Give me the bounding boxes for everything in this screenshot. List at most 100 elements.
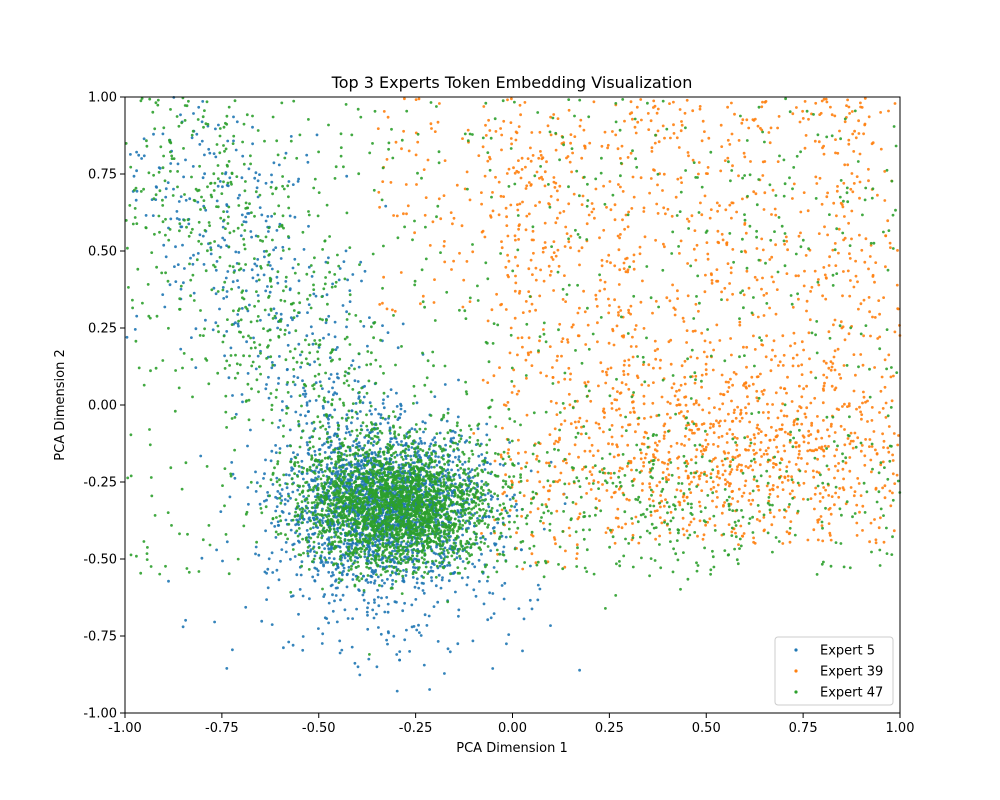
expert-5-point: [372, 572, 375, 575]
expert-5-point: [482, 602, 486, 606]
expert-5-point: [291, 318, 294, 322]
expert-39-point: [772, 462, 775, 465]
expert-39-point: [504, 404, 508, 407]
expert-5-point: [306, 160, 310, 164]
expert-39-point: [529, 258, 533, 262]
expert-5-point: [255, 186, 259, 190]
expert-5-point: [199, 454, 203, 458]
expert-39-point: [805, 406, 809, 410]
expert-39-point: [664, 498, 667, 501]
expert-39-point: [576, 399, 579, 403]
expert-5-point: [374, 544, 377, 547]
expert-5-point: [303, 395, 307, 398]
expert-39-point: [810, 285, 814, 289]
expert-5-point: [299, 413, 302, 417]
expert-5-point: [266, 215, 270, 218]
expert-39-point: [586, 323, 590, 327]
expert-39-point: [624, 522, 627, 526]
expert-5-point: [486, 492, 490, 495]
expert-39-point: [758, 519, 762, 523]
expert-5-point: [476, 427, 480, 431]
expert-5-point: [275, 568, 279, 572]
expert-5-point: [366, 613, 369, 617]
expert-39-point: [702, 350, 706, 354]
expert-5-point: [319, 554, 323, 558]
expert-39-point: [627, 358, 631, 362]
expert-39-point: [598, 499, 601, 502]
expert-39-point: [394, 140, 398, 144]
expert-5-point: [306, 520, 309, 524]
expert-39-point: [771, 348, 774, 352]
expert-39-point: [759, 126, 762, 130]
expert-5-point: [415, 577, 419, 581]
expert-39-point: [531, 229, 535, 233]
expert-39-point: [559, 471, 563, 475]
expert-5-point: [201, 176, 205, 180]
expert-39-point: [794, 274, 798, 278]
expert-39-point: [508, 351, 512, 355]
expert-39-point: [700, 489, 704, 492]
expert-39-point: [708, 426, 712, 430]
expert-39-point: [768, 306, 771, 310]
expert-5-point: [232, 139, 235, 143]
expert-47-point: [275, 516, 278, 519]
expert-39-point: [730, 201, 734, 205]
expert-5-point: [430, 465, 433, 469]
expert-39-point: [798, 405, 801, 408]
expert-5-point: [330, 583, 334, 587]
expert-39-point: [727, 412, 730, 416]
expert-5-point: [362, 574, 365, 578]
expert-39-point: [431, 220, 435, 224]
expert-5-point: [385, 565, 389, 569]
expert-39-point: [668, 531, 672, 535]
expert-5-point: [225, 290, 229, 293]
expert-5-point: [135, 314, 139, 318]
expert-5-point: [305, 511, 309, 515]
expert-39-point: [776, 450, 780, 454]
expert-39-point: [550, 255, 554, 259]
expert-5-point: [351, 444, 355, 447]
expert-5-point: [298, 515, 302, 518]
expert-39-point: [541, 250, 545, 254]
expert-39-point: [816, 518, 820, 522]
expert-5-point: [388, 431, 392, 435]
expert-5-point: [321, 543, 324, 547]
expert-5-point: [429, 566, 433, 569]
expert-5-point: [174, 245, 177, 249]
expert-39-point: [857, 132, 861, 135]
expert-39-point: [609, 476, 613, 480]
expert-5-point: [201, 100, 205, 103]
expert-39-point: [679, 489, 683, 493]
expert-5-point: [328, 494, 331, 498]
expert-39-point: [723, 451, 727, 455]
expert-5-point: [241, 400, 244, 404]
expert-39-point: [594, 297, 598, 301]
expert-39-point: [639, 98, 643, 101]
expert-5-point: [281, 245, 285, 249]
expert-5-point: [234, 412, 238, 416]
expert-39-point: [515, 392, 519, 396]
expert-39-point: [854, 274, 858, 278]
expert-5-point: [517, 462, 520, 465]
expert-39-point: [842, 270, 845, 273]
expert-39-point: [795, 106, 798, 109]
expert-39-point: [769, 126, 773, 130]
expert-5-point: [442, 552, 446, 556]
expert-39-point: [790, 475, 793, 479]
expert-39-point: [692, 402, 696, 406]
expert-39-point: [683, 382, 687, 386]
expert-39-point: [667, 473, 671, 477]
expert-39-point: [846, 163, 850, 167]
expert-39-point: [659, 505, 662, 509]
expert-39-point: [629, 100, 633, 104]
expert-5-point: [313, 531, 317, 535]
expert-5-point: [338, 639, 342, 643]
expert-39-point: [828, 531, 832, 535]
expert-5-point: [496, 497, 500, 501]
expert-39-point: [848, 294, 852, 298]
expert-39-point: [535, 457, 538, 461]
expert-5-point: [354, 574, 358, 578]
expert-39-point: [822, 373, 826, 377]
expert-39-point: [378, 303, 382, 306]
expert-5-point: [403, 502, 407, 505]
